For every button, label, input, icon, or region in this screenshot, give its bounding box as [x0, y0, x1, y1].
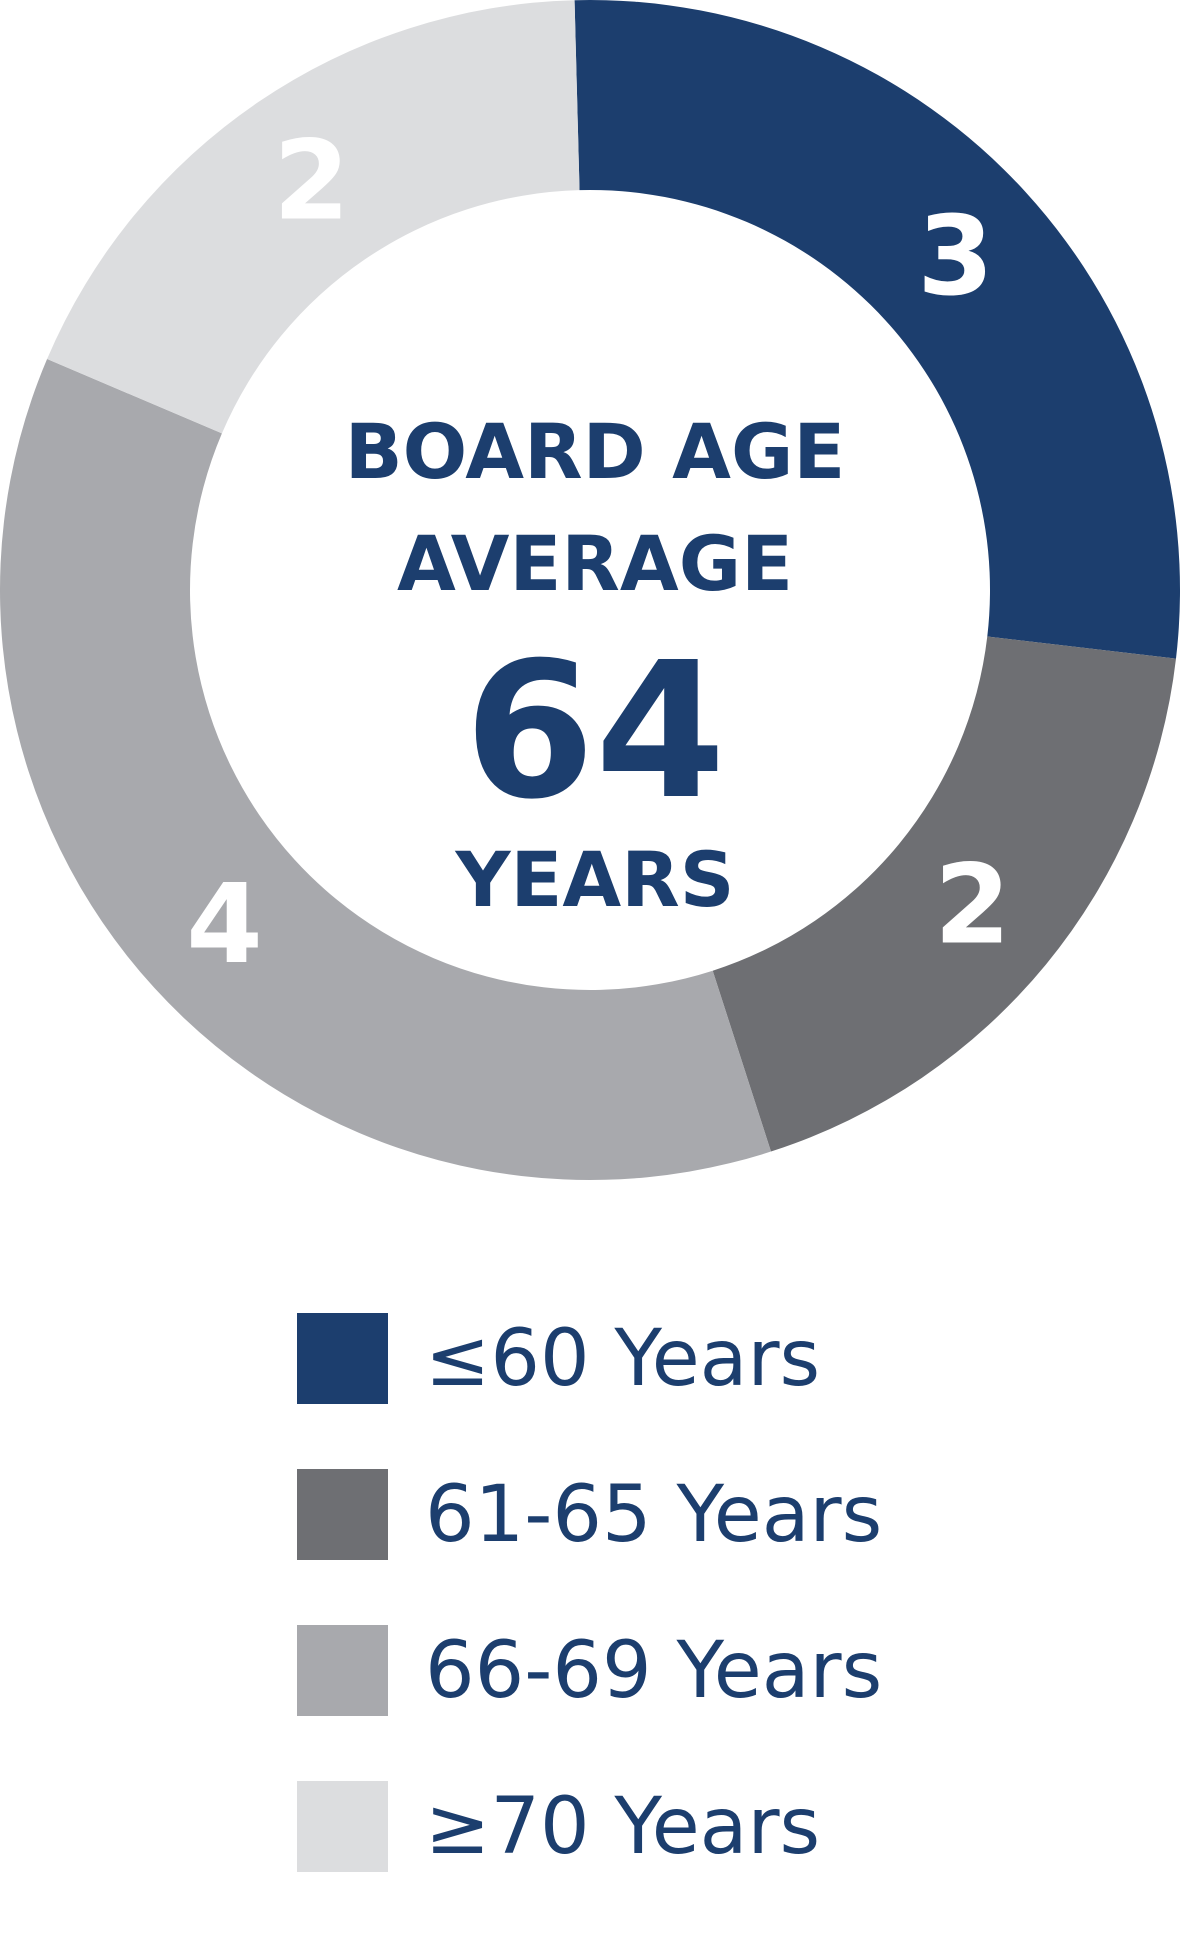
legend-swatch: [297, 1625, 388, 1716]
donut-slice: [712, 636, 1176, 1152]
legend-swatch: [297, 1781, 388, 1872]
donut-center-text: BOARD AGE AVERAGE 64 YEARS: [345, 407, 846, 924]
legend-item: ≤60 Years: [297, 1313, 1097, 1404]
donut-chart: 3 2 4 2 BOARD AGE AVERAGE 64 YEARS: [0, 0, 1180, 1180]
donut-slice: [0, 359, 771, 1180]
donut-slice-labels: 3 2 4 2: [186, 117, 1010, 988]
legend-item: ≥70 Years: [297, 1781, 1097, 1872]
legend-swatch: [297, 1469, 388, 1560]
donut-slices: [0, 0, 1180, 1180]
center-title-line1: BOARD AGE: [345, 407, 846, 496]
slice-value-label: 3: [917, 192, 994, 320]
donut-svg: 3 2 4 2 BOARD AGE AVERAGE 64 YEARS: [0, 0, 1180, 1180]
legend-label: 61-65 Years: [425, 1469, 883, 1560]
center-unit-label: YEARS: [454, 835, 734, 924]
legend-label: 66-69 Years: [425, 1625, 883, 1716]
legend-item: 66-69 Years: [297, 1625, 1097, 1716]
slice-value-label: 2: [934, 840, 1011, 968]
donut-slice: [47, 0, 580, 434]
legend-label: ≤60 Years: [425, 1313, 821, 1404]
legend-swatch: [297, 1313, 388, 1404]
chart-legend: ≤60 Years 61-65 Years 66-69 Years ≥70 Ye…: [297, 1313, 1097, 1937]
slice-value-label: 2: [273, 117, 350, 245]
legend-item: 61-65 Years: [297, 1469, 1097, 1560]
slice-value-label: 4: [186, 860, 263, 988]
legend-label: ≥70 Years: [425, 1781, 821, 1872]
center-average-value: 64: [464, 622, 726, 841]
center-title-line2: AVERAGE: [397, 519, 793, 608]
donut-slice: [574, 0, 1180, 659]
